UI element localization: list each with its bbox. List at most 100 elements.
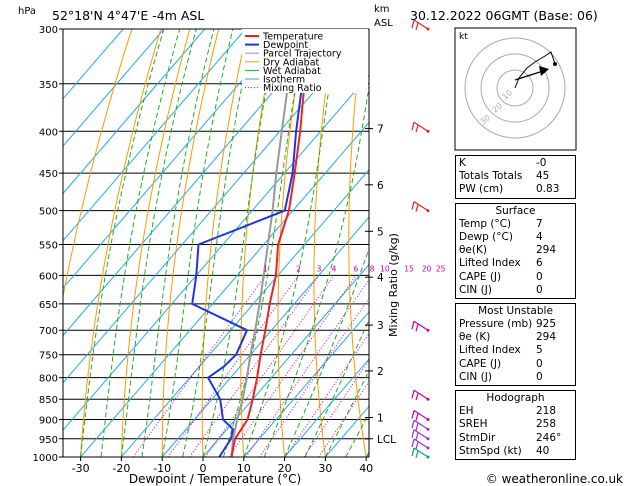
index-value: -0: [536, 157, 547, 169]
wet-adiabat-line: [120, 29, 197, 457]
hodograph-index-row: StmDir 246°: [459, 432, 572, 445]
wind-barb-flag: [411, 201, 415, 210]
wet-adiabat-line: [161, 29, 234, 457]
mixing-ratio-labels: 1 2 3 4 6 8 10 15 20 25: [263, 264, 446, 273]
hodograph-index-label: StmDir: [459, 431, 496, 444]
wind-barb-flag: [411, 447, 415, 457]
wind-barbs: [411, 19, 430, 459]
surface-row: CIN (J) 0: [459, 284, 572, 297]
pressure-tick-label: 600: [39, 271, 58, 282]
wet-adiabat-line: [202, 29, 279, 457]
surface-label: Dewp (°C): [459, 230, 513, 243]
wind-barb-staff: [413, 438, 429, 449]
pressure-tick-label: 450: [39, 169, 58, 180]
surface-title: Surface: [495, 204, 536, 217]
wind-barb-staff: [413, 447, 429, 458]
surface-row: Dewp (°C) 4: [459, 231, 572, 244]
index-label: Totals Totals: [459, 170, 523, 183]
dewpoint-line: [191, 29, 316, 457]
surface-label: Lifted Index: [459, 257, 521, 270]
most-unstable-value: 925: [536, 318, 557, 331]
pressure-tick-label: 750: [39, 351, 58, 362]
wind-barb-staff: [413, 121, 429, 132]
km-label: km: [374, 4, 390, 15]
most-unstable-label: CAPE (J): [459, 357, 502, 370]
surface-value: 6: [536, 257, 543, 270]
surface-label: CAPE (J): [459, 270, 502, 283]
surface-label: θe(K): [459, 244, 487, 257]
mixing-ratio-line: [259, 297, 369, 457]
surface-row: θe(K) 294: [459, 244, 572, 257]
index-row: PW (cm) 0.83: [459, 183, 572, 196]
wind-barb-flag: [411, 19, 415, 29]
most-unstable-row: Pressure (mb) 925: [459, 318, 572, 331]
mixing-ratio-line: [167, 275, 299, 457]
hodograph-unit-label: kt: [459, 32, 468, 42]
temperature-line: [230, 29, 320, 457]
wind-barb-dot: [426, 427, 430, 431]
pressure-tick-label: 950: [39, 435, 58, 446]
hodograph-index-label: EH: [459, 405, 474, 418]
most-unstable-value: 5: [536, 344, 543, 357]
height-tick-label: 5: [377, 226, 384, 238]
mixing-ratio-label: 15: [404, 264, 414, 273]
skewt-series: [191, 29, 320, 457]
hpa-label: hPa: [18, 6, 36, 17]
most-unstable-value: 0: [536, 370, 543, 383]
hodograph-index-value: 246°: [536, 431, 562, 444]
surface-label: CIN (J): [459, 283, 492, 296]
legend-label: Dry Adiabat: [263, 57, 320, 68]
isotherm-line: [63, 29, 124, 100]
most-unstable-label: Lifted Index: [459, 344, 521, 357]
surface-value: 4: [536, 230, 543, 243]
height-tick-label: LCL: [377, 434, 396, 446]
temperature-tick-label: 20: [278, 462, 292, 475]
wind-barb-dot: [426, 446, 430, 450]
legend-label: Dewpoint: [263, 40, 308, 51]
hodograph-indices-box: Hodograph EH 218 SREH 258 StmDir 246° StmSpd (…: [455, 390, 576, 460]
mixing-ratio-label: 10: [380, 264, 390, 273]
wind-barb-dot: [426, 397, 430, 401]
wind-barb: [411, 429, 430, 441]
wind-barb-flag: [415, 125, 419, 133]
wind-barb-dot: [426, 27, 430, 31]
temperature-tick-label: 30: [318, 462, 332, 475]
surface-value: 7: [536, 217, 543, 230]
hodograph-indices-title: Hodograph: [486, 392, 545, 404]
wind-barb-flag: [415, 432, 419, 440]
pressure-tick-label: 550: [39, 240, 58, 251]
wind-barb-flag: [411, 390, 415, 399]
dry-adiabat-line: [415, 29, 448, 457]
storm-motion-arrowhead: [539, 66, 549, 76]
isotherm-line: [243, 310, 369, 457]
most-unstable-label: CIN (J): [459, 370, 492, 383]
pressure-tick-label: 500: [39, 207, 58, 218]
wind-barb-flag: [411, 410, 415, 419]
most-unstable-row: CIN (J) 0: [459, 371, 572, 384]
pressure-tick-label: 800: [39, 374, 58, 385]
wind-barb-flag: [411, 429, 415, 438]
storm-motion-arrow: [514, 70, 544, 81]
dry-adiabat-line: [80, 29, 162, 457]
index-row: Totals Totals 45: [459, 170, 572, 183]
index-label: K: [459, 157, 466, 169]
asl-label: ASL: [374, 18, 393, 29]
hodograph-index-value: 40: [536, 444, 550, 457]
temperature-tick-label: -20: [112, 462, 130, 475]
pressure-tick-label: 400: [39, 127, 58, 138]
legend-label: Isotherm: [263, 75, 305, 86]
most-unstable-value: 294: [536, 331, 557, 344]
height-tick-label: 3: [377, 320, 384, 332]
wind-barb: [411, 410, 430, 422]
isotherm-line: [161, 216, 369, 457]
skewt-grid: [63, 29, 448, 457]
hodograph-ring: [480, 53, 550, 123]
surface-row: Temp (°C) 7: [459, 218, 572, 231]
temperature-tick-label: 10: [237, 462, 251, 475]
mixing-ratio-label: 20: [422, 264, 432, 273]
wet-adiabat-line: [243, 29, 339, 457]
hodograph-ring: [496, 69, 534, 107]
wind-barb-flag: [415, 204, 419, 212]
wind-barb-staff: [413, 201, 429, 212]
